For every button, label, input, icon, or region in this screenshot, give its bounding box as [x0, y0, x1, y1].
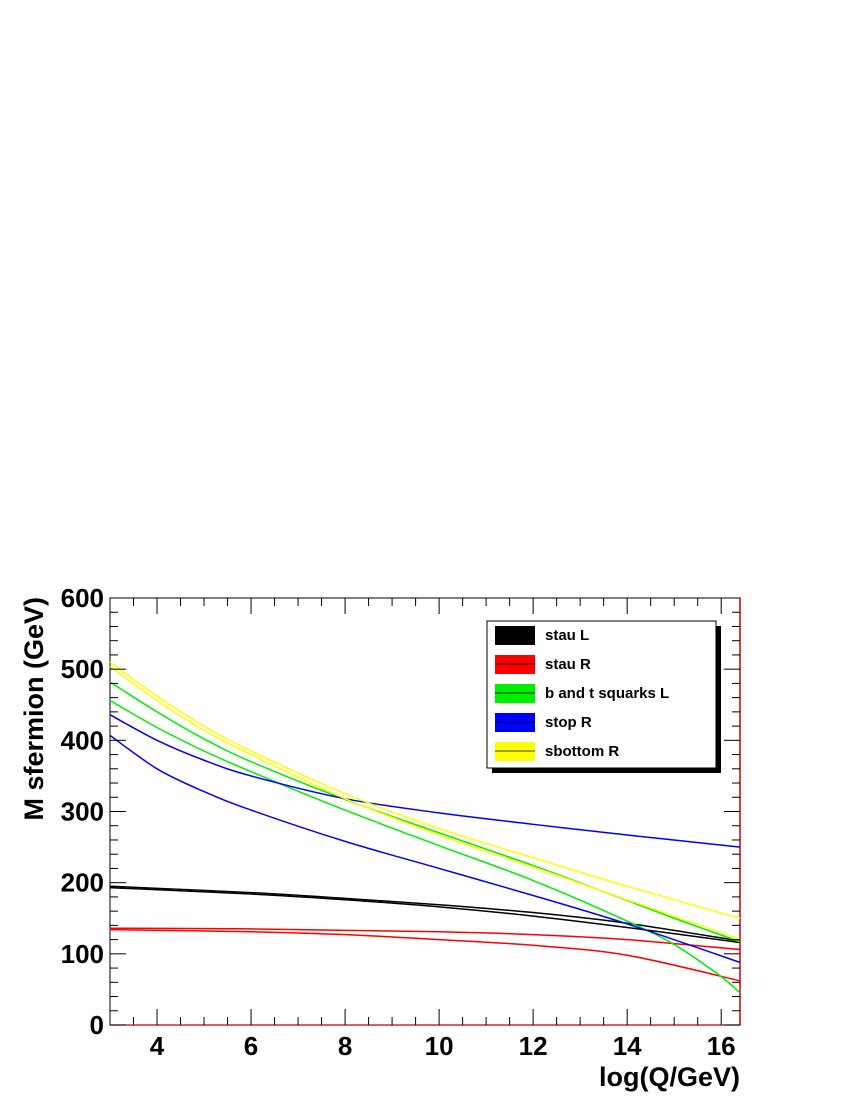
legend-swatch-stau-r [495, 655, 535, 674]
series-line-stop-r-7 [109, 734, 741, 964]
x-tick-label: 14 [613, 1031, 642, 1061]
x-tick-label: 16 [707, 1031, 736, 1061]
series-line-sbottom-r-8 [109, 661, 741, 919]
y-tick-label: 0 [90, 1010, 104, 1040]
legend-label-stau-r: stau R [545, 656, 591, 673]
series-line-stau-r-3 [109, 927, 741, 951]
series-lines [109, 661, 741, 994]
y-tick-label: 400 [61, 725, 104, 755]
legend-swatch-sbottom-r [495, 742, 535, 761]
x-tick-label: 6 [244, 1031, 258, 1061]
x-axis-title: log(Q/GeV) [599, 1062, 740, 1092]
x-tick-label: 10 [425, 1031, 454, 1061]
series-line-b-and-t-squarks-l-5 [109, 699, 741, 994]
y-tick-label: 300 [61, 797, 104, 827]
legend-swatch-b-and-t-squarks-l [495, 684, 535, 703]
x-tick-label: 12 [519, 1031, 548, 1061]
legend-label-b-and-t-squarks-l: b and t squarks L [545, 685, 669, 702]
legend-swatch-stau-l [495, 626, 535, 645]
y-tick-label: 200 [61, 868, 104, 898]
legend-label-stop-r: stop R [545, 714, 592, 731]
legend-swatch-stop-r [495, 713, 535, 732]
legend-label-sbottom-r: sbottom R [545, 743, 619, 760]
x-tick-label: 4 [150, 1031, 165, 1061]
y-tick-label: 600 [61, 583, 104, 613]
y-tick-label: 500 [61, 654, 104, 684]
y-tick-label: 100 [61, 939, 104, 969]
y-axis-title: M sfermion (GeV) [19, 597, 49, 821]
legend-label-stau-l: stau L [545, 627, 589, 644]
series-line-stau-l-1 [109, 885, 741, 942]
legend: stau L stau R b and t squarks L stop R sbott… [486, 620, 721, 773]
series-line-sbottom-r-9 [109, 665, 741, 941]
x-tick-label: 8 [338, 1031, 352, 1061]
series-line-stau-l-0 [109, 886, 741, 944]
series-line-stau-r-2 [109, 928, 741, 982]
series-line-b-and-t-squarks-l-4 [109, 681, 741, 943]
